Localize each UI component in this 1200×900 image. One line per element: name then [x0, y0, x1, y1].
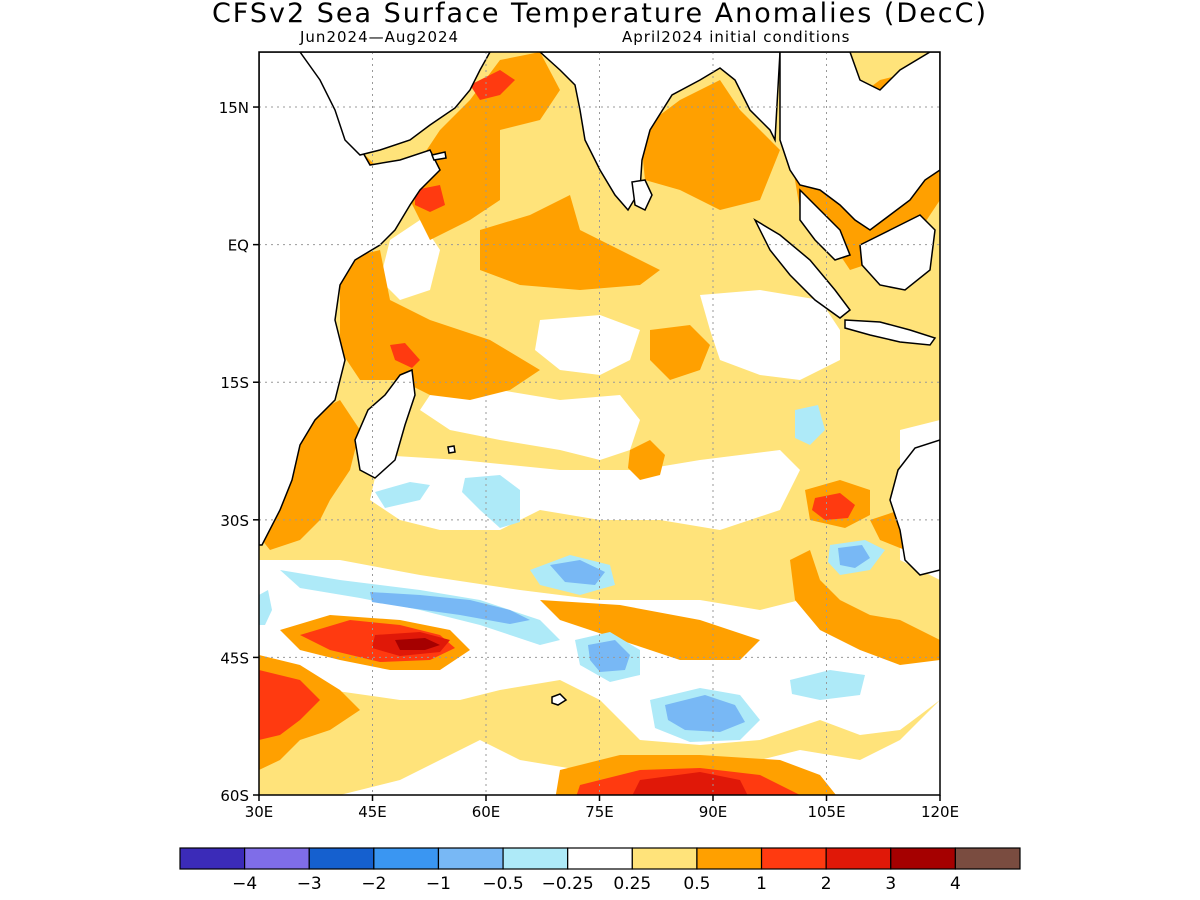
lon-tick-label: 120E — [921, 803, 959, 821]
anomaly-region-red — [470, 70, 515, 100]
anomaly-region-red — [812, 493, 855, 520]
lon-tick-label: 60E — [472, 803, 501, 821]
colorbar-label: −2 — [361, 874, 386, 894]
anomaly-region-blue — [550, 560, 605, 585]
colorbar-label: −1 — [426, 874, 451, 894]
colorbar-label: −3 — [297, 874, 322, 894]
colorbar-swatch — [179, 847, 246, 870]
anomaly-region-neutral — [380, 220, 440, 300]
malay-peninsula-coastline — [799, 188, 851, 261]
java-coastline — [844, 319, 937, 346]
kerguelen-island — [551, 693, 568, 706]
lat-tick-label: 15N — [219, 99, 249, 117]
lon-tick-label: 30E — [245, 803, 274, 821]
lat-tick-label: 60S — [220, 787, 249, 805]
anomaly-region-orange — [310, 52, 560, 240]
colorbar-swatch — [244, 847, 310, 870]
southeast-asia-coastline — [779, 52, 940, 231]
anomaly-region-light-blue — [790, 670, 865, 700]
colorbar-swatch — [825, 847, 892, 870]
anomaly-region-orange — [540, 600, 760, 660]
colorbar-swatch — [954, 847, 1021, 870]
initial-conditions: April2024 initial conditions — [622, 28, 851, 46]
colorbar-swatch — [631, 847, 698, 870]
land-masses — [259, 52, 940, 706]
lon-tick-label: 90E — [699, 803, 728, 821]
colorbar-swatch — [760, 847, 827, 870]
anomaly-region-blue — [370, 592, 530, 624]
anomaly-region-deepest-red — [395, 638, 440, 650]
colorbar-label: 0.25 — [613, 874, 651, 894]
australia-coastline — [889, 439, 940, 576]
anomaly-region-red — [415, 185, 445, 212]
madagascar-coastline — [354, 368, 416, 479]
colorbar-swatch — [502, 847, 569, 870]
lon-tick-label: 45E — [358, 803, 387, 821]
anomaly-region-neutral — [535, 315, 640, 375]
anomaly-region-blue — [838, 545, 870, 568]
anomaly-region-blue — [588, 640, 630, 672]
sri-lanka-coastline — [631, 179, 653, 212]
anomaly-region-dark-red — [632, 772, 748, 795]
anomaly-region-red — [390, 343, 420, 368]
anomaly-region-light-blue — [795, 405, 825, 445]
colorbar-label: 0.5 — [683, 874, 710, 894]
colorbar-label: 4 — [950, 874, 961, 894]
lat-tick-label: 45S — [220, 649, 249, 667]
colorbar: −4 −3 −2 −1 −0.5 −0.25 0.25 0.5 1 2 3 4 — [179, 847, 1021, 894]
colorbar-label: −0.25 — [542, 874, 594, 894]
longitude-axis: 30E 45E 60E 75E 90E 105E 120E — [245, 795, 959, 821]
lon-tick-label: 105E — [807, 803, 845, 821]
lat-tick-label: EQ — [228, 237, 249, 255]
anomaly-region-blue — [665, 695, 745, 732]
colorbar-swatch — [308, 847, 375, 870]
colorbar-swatch — [890, 847, 956, 870]
grid-lines — [259, 52, 940, 795]
lon-tick-label: 75E — [585, 803, 614, 821]
lat-tick-label: 15S — [220, 374, 249, 392]
latitude-axis: 15N EQ 15S 30S 45S 60S — [219, 99, 259, 805]
colorbar-swatch — [696, 847, 763, 870]
anomaly-region-light-blue — [259, 590, 272, 625]
india-coastline — [538, 52, 781, 212]
anomaly-region-orange — [628, 440, 665, 480]
anomaly-region-orange — [650, 325, 710, 380]
borneo-coastline — [859, 214, 936, 291]
chart-title: CFSv2 Sea Surface Temperature Anomalies … — [211, 0, 989, 29]
colorbar-swatch — [437, 847, 504, 870]
anomaly-region-neutral — [700, 290, 840, 380]
anomaly-region-light-blue — [462, 475, 520, 528]
anomaly-region-red — [259, 670, 320, 740]
colorbar-swatch — [567, 847, 633, 870]
anomaly-region-light-blue — [375, 482, 430, 508]
anomaly-region-orange — [480, 195, 660, 290]
mascarene-island — [447, 445, 456, 454]
arabia-coastline — [299, 52, 491, 156]
anomaly-region-orange — [262, 400, 360, 550]
anomaly-region-neutral — [370, 450, 800, 530]
socotra-island — [430, 151, 447, 161]
anomaly-region-orange — [790, 550, 940, 665]
colorbar-label: 2 — [821, 874, 832, 894]
colorbar-label: 1 — [756, 874, 767, 894]
colorbar-label: −0.5 — [482, 874, 523, 894]
anomaly-region-neutral — [420, 380, 640, 460]
anomaly-region-orange — [640, 80, 780, 210]
colorbar-label: 3 — [885, 874, 896, 894]
anomaly-region-orange — [340, 250, 540, 400]
lat-tick-label: 30S — [220, 512, 249, 530]
colorbar-swatch — [373, 847, 440, 870]
colorbar-label: −4 — [232, 874, 257, 894]
forecast-period: Jun2024—Aug2024 — [300, 28, 460, 46]
